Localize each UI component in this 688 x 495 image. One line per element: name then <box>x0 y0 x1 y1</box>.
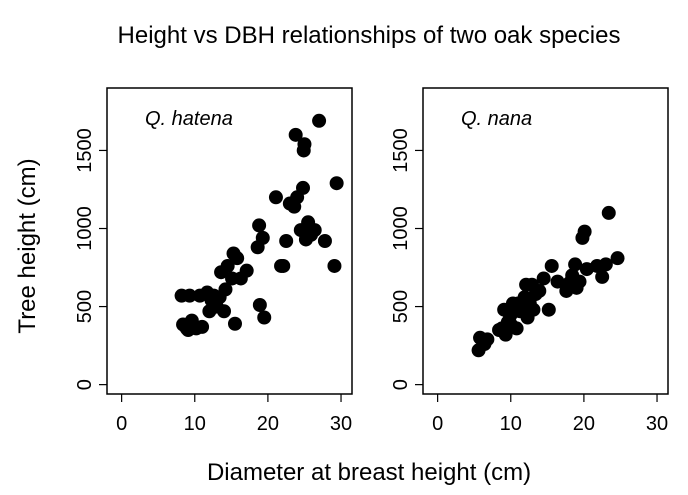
x-tick-label: 30 <box>646 413 668 435</box>
data-point <box>296 180 310 195</box>
y-axis-title: Tree height (cm) <box>14 158 41 333</box>
y-tick-label: 500 <box>390 290 412 323</box>
data-point <box>317 234 332 248</box>
data-point <box>480 332 495 347</box>
y-tick-label: 1500 <box>74 128 96 173</box>
data-point <box>526 302 541 317</box>
y-tick-label: 0 <box>74 379 96 390</box>
x-tick-label: 30 <box>330 413 352 435</box>
figure-title: Height vs DBH relationships of two oak s… <box>118 22 621 49</box>
y-tick-label: 1000 <box>390 206 412 251</box>
panel-label: Q. hatena <box>145 108 233 130</box>
plot-frame <box>422 87 669 395</box>
data-points <box>471 205 625 358</box>
data-point <box>239 263 254 278</box>
data-point <box>312 113 327 128</box>
y-tick-label: 1500 <box>390 128 412 173</box>
data-point <box>577 224 592 239</box>
data-point <box>288 127 303 142</box>
panel-q-hatena: Q. hatena 0 10 20 30 0 500 1000 1500 <box>74 87 353 435</box>
x-tick-label: 0 <box>116 413 127 435</box>
data-point <box>541 302 556 317</box>
data-point <box>276 258 291 273</box>
data-point <box>230 251 245 266</box>
data-point <box>217 304 232 319</box>
panel-label: Q. nana <box>461 108 532 130</box>
data-point <box>329 176 344 191</box>
data-point <box>544 258 559 273</box>
data-points <box>174 113 344 337</box>
x-axis-title: Diameter at breast height (cm) <box>207 459 531 486</box>
data-point <box>601 205 616 220</box>
x-tick-label: 0 <box>432 413 443 435</box>
x-tick-label: 10 <box>184 413 206 435</box>
data-point <box>268 190 283 205</box>
data-point <box>598 257 613 272</box>
y-tick-label: 1000 <box>74 206 96 251</box>
panel-q-nana: Q. nana 0 10 20 30 0 500 1000 1500 <box>390 87 669 435</box>
data-point <box>182 288 197 303</box>
data-point <box>572 274 587 289</box>
data-point <box>279 234 294 248</box>
data-point <box>252 298 267 313</box>
plot-frame <box>106 87 353 395</box>
data-point <box>255 230 270 245</box>
data-point <box>227 316 242 331</box>
data-point <box>568 257 583 272</box>
data-point <box>218 282 233 297</box>
x-tick-label: 20 <box>257 413 279 435</box>
data-point <box>595 269 610 284</box>
data-point <box>307 223 322 238</box>
y-tick-label: 0 <box>390 379 412 390</box>
data-point <box>252 218 267 233</box>
data-point <box>220 258 235 273</box>
data-point <box>509 321 524 336</box>
y-tick-label: 500 <box>74 290 96 323</box>
data-point <box>610 251 625 266</box>
data-point <box>257 310 272 325</box>
x-tick-label: 20 <box>573 413 595 435</box>
data-point <box>327 258 342 273</box>
data-point <box>550 274 565 289</box>
data-point <box>536 271 551 286</box>
x-tick-label: 10 <box>500 413 522 435</box>
data-point <box>195 319 210 334</box>
data-point <box>297 137 312 152</box>
data-point <box>532 283 547 298</box>
